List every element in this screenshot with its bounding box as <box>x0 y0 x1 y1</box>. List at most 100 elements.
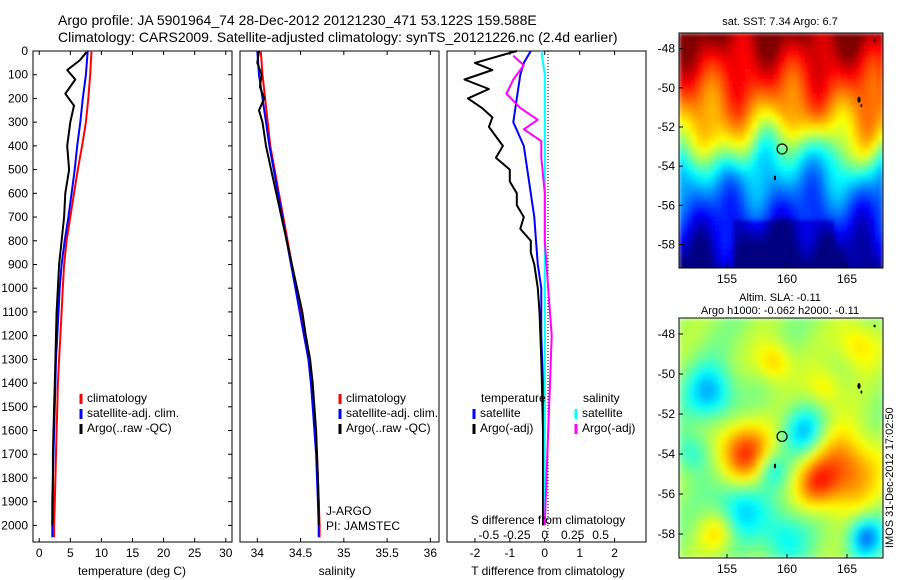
heatmap-cell <box>775 432 782 439</box>
heatmap-cell <box>817 129 824 136</box>
heatmap-cell <box>853 360 860 367</box>
heatmap-cell <box>709 99 716 106</box>
heatmap-cell <box>793 462 800 469</box>
heatmap-cell <box>763 117 770 124</box>
heatmap-cell <box>805 177 812 184</box>
heatmap-cell <box>829 111 836 118</box>
heatmap-cell <box>787 510 794 517</box>
heatmap-cell <box>865 201 872 208</box>
heatmap-cell <box>721 135 728 142</box>
legend-label: Argo(-adj) <box>582 421 635 435</box>
heatmap-cell <box>697 213 704 220</box>
heatmap-cell <box>871 153 878 160</box>
heatmap-cell <box>799 249 806 256</box>
heatmap-cell <box>781 165 788 172</box>
heatmap-cell <box>811 51 818 58</box>
heatmap-cell <box>829 414 836 421</box>
heatmap-cell <box>691 159 698 166</box>
heatmap-cell <box>697 69 704 76</box>
heatmap-cell <box>817 372 824 379</box>
heatmap-cell <box>841 366 848 373</box>
legend-label: climatology <box>346 391 406 405</box>
heatmap-cell <box>721 177 728 184</box>
heatmap-cell <box>763 159 770 166</box>
heatmap-cell <box>679 366 686 373</box>
heatmap-cell <box>805 342 812 349</box>
heatmap-cell <box>871 498 878 505</box>
heatmap-cell <box>697 201 704 208</box>
heatmap-cell <box>781 336 788 343</box>
heatmap-cell <box>823 504 830 511</box>
heatmap-cell <box>691 51 698 58</box>
heatmap-cell <box>811 189 818 196</box>
heatmap-cell <box>739 225 746 232</box>
heatmap-cell <box>871 408 878 415</box>
heatmap-cell <box>739 111 746 118</box>
heatmap-cell <box>709 129 716 136</box>
heatmap-cell <box>775 189 782 196</box>
heatmap-cell <box>841 402 848 409</box>
heatmap-cell <box>775 153 782 160</box>
heatmap-cell <box>787 552 794 558</box>
heatmap-cell <box>721 336 728 343</box>
heatmap-cell <box>877 366 883 373</box>
heatmap-cell <box>853 420 860 427</box>
heatmap-cell <box>853 522 860 529</box>
heatmap-cell <box>865 354 872 361</box>
heatmap-cell <box>877 420 883 427</box>
heatmap-cell <box>781 81 788 88</box>
heatmap-cell <box>703 153 710 160</box>
argo-position-marker <box>776 143 788 155</box>
heatmap-cell <box>835 201 842 208</box>
heatmap-cell <box>721 243 728 250</box>
heatmap-cell <box>811 99 818 106</box>
heatmap-cell <box>715 480 722 487</box>
heatmap-cell <box>781 57 788 64</box>
x-tick-label: 35.5 <box>375 546 399 560</box>
heatmap-cell <box>751 57 758 64</box>
heatmap-cell <box>853 516 860 523</box>
heatmap-cell <box>721 237 728 244</box>
heatmap-cell <box>739 330 746 337</box>
heatmap-cell <box>871 540 878 547</box>
x-tick-label: 15 <box>126 546 140 560</box>
heatmap-cell <box>739 516 746 523</box>
heatmap-cell <box>685 57 692 64</box>
heatmap-cell <box>685 480 692 487</box>
heatmap-cell <box>829 39 836 46</box>
heatmap-cell <box>799 354 806 361</box>
heatmap-cell <box>859 348 866 355</box>
heatmap-cell <box>859 414 866 421</box>
heatmap-cell <box>877 45 883 52</box>
heatmap-cell <box>871 348 878 355</box>
s-tick-label: -0.5 <box>479 528 500 542</box>
heatmap-cell <box>829 225 836 232</box>
heatmap-cell <box>853 63 860 70</box>
heatmap-cell <box>679 348 686 355</box>
heatmap-cell <box>865 81 872 88</box>
heatmap-cell <box>853 159 860 166</box>
heatmap-cell <box>703 450 710 457</box>
heatmap-cell <box>763 225 770 232</box>
heatmap-cell <box>721 207 728 214</box>
heatmap-cell <box>739 93 746 100</box>
heatmap-cell <box>691 147 698 154</box>
heatmap-cell <box>853 141 860 148</box>
heatmap-cell <box>871 45 878 52</box>
heatmap-cell <box>805 261 812 268</box>
heatmap-cell <box>709 165 716 172</box>
heatmap-cell <box>679 498 686 505</box>
heatmap-cell <box>739 57 746 64</box>
heatmap-cell <box>859 360 866 367</box>
heatmap-cell <box>775 129 782 136</box>
heatmap-cell <box>727 183 734 190</box>
heatmap-cell <box>763 534 770 541</box>
heatmap-cell <box>847 420 854 427</box>
heatmap-cell <box>841 111 848 118</box>
heatmap-cell <box>823 372 830 379</box>
heatmap-cell <box>877 81 883 88</box>
island-shape <box>873 39 876 43</box>
heatmap-cell <box>841 261 848 268</box>
heatmap-cell <box>751 486 758 493</box>
heatmap-cell <box>739 189 746 196</box>
